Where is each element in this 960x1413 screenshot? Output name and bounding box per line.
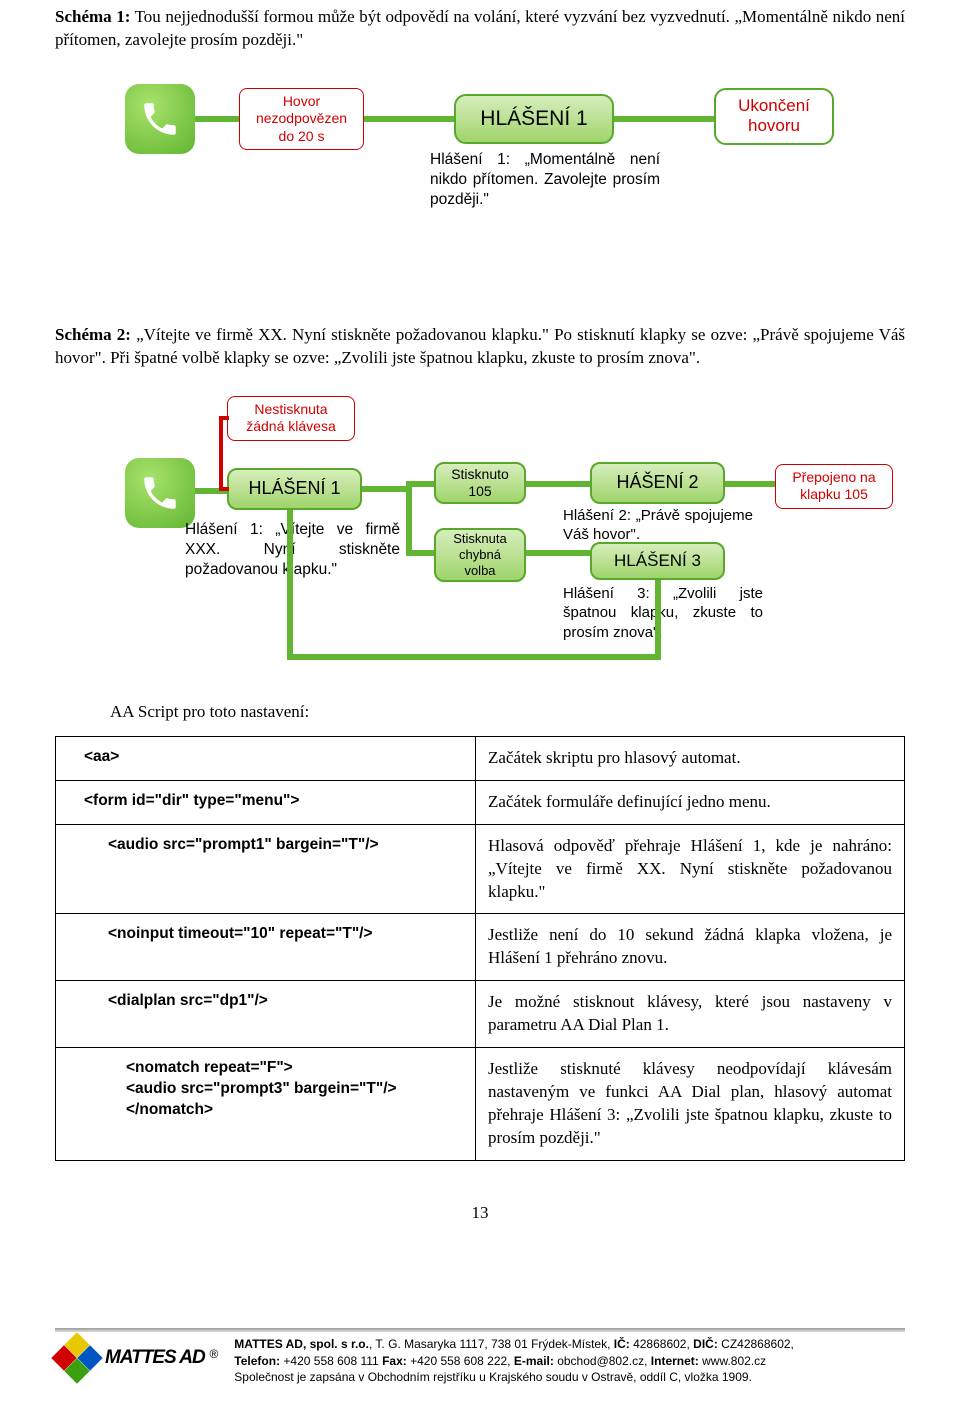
script-table: <aa>Začátek skriptu pro hlasový automat.…	[55, 736, 905, 1161]
registered-mark: ®	[209, 1347, 218, 1361]
connector	[406, 486, 412, 556]
table-row: <dialplan src="dp1"/>Je možné stisknout …	[56, 981, 905, 1048]
schema2-lead: Schéma 2:	[55, 325, 131, 344]
node-hlaseni1: HLÁŠENÍ 1	[454, 94, 614, 144]
schema1-text: Tou nejjednodušší formou může být odpově…	[55, 7, 905, 49]
node-hlaseni1-d2: HLÁŠENÍ 1	[227, 468, 362, 510]
caption-hlaseni1: Hlášení 1: „Momentálně není nikdo přítom…	[430, 150, 660, 210]
page-number: 13	[55, 1203, 905, 1223]
connector	[725, 481, 775, 487]
node-nestisknuta: Nestisknuta žádná klávesa	[227, 396, 355, 441]
code-cell: <aa>	[56, 736, 476, 780]
connector	[364, 116, 454, 122]
node-haseni2: HÁŠENÍ 2	[590, 462, 725, 504]
schema2-text: „Vítejte ve firmě XX. Nyní stiskněte pož…	[55, 325, 905, 367]
desc-cell: Je možné stisknout klávesy, které jsou n…	[476, 981, 905, 1048]
node-stisknuto105: Stisknuto 105	[434, 462, 526, 504]
node-hovor: Hovor nezodpovězen do 20 s	[239, 88, 364, 151]
desc-cell: Jestliže není do 10 sekund žádná klapka …	[476, 914, 905, 981]
table-row: <nomatch repeat="F"> <audio src="prompt3…	[56, 1048, 905, 1161]
caption-haseni2: Hlášení 2: „Právě spojujeme Váš hovor".	[563, 506, 753, 545]
diagram1: Hovor nezodpovězen do 20 s HLÁŠENÍ 1 Uko…	[55, 74, 905, 244]
code-cell: <nomatch repeat="F"> <audio src="prompt3…	[56, 1048, 476, 1161]
footer-rule	[55, 1328, 905, 1332]
schema1-lead: Schéma 1:	[55, 7, 130, 26]
connector	[406, 550, 434, 556]
table-row: <aa>Začátek skriptu pro hlasový automat.	[56, 736, 905, 780]
desc-cell: Začátek skriptu pro hlasový automat.	[476, 736, 905, 780]
node-ukonceni: Ukončení hovoru	[714, 88, 834, 145]
connector	[406, 481, 434, 487]
connector-red	[219, 416, 223, 491]
phone-glyph	[139, 98, 181, 140]
code-cell: <dialplan src="dp1"/>	[56, 981, 476, 1048]
schema1-paragraph: Schéma 1: Tou nejjednodušší formou může …	[55, 6, 905, 52]
table-row: <form id="dir" type="menu">Začátek formu…	[56, 780, 905, 824]
phone-icon	[125, 84, 195, 154]
schema2-paragraph: Schéma 2: „Vítejte ve firmě XX. Nyní sti…	[55, 324, 905, 370]
logo-text: MATTES AD	[105, 1347, 205, 1368]
phone-icon	[125, 458, 195, 528]
desc-cell: Začátek formuláře definující jedno menu.	[476, 780, 905, 824]
footer-logo: MATTES AD ®	[55, 1336, 218, 1380]
connector	[614, 116, 714, 122]
connector	[655, 580, 661, 660]
node-prepojeno: Přepojeno na klapku 105	[775, 464, 893, 509]
desc-cell: Hlasová odpověď přehraje Hlášení 1, kde …	[476, 824, 905, 914]
footer: MATTES AD ® MATTES AD, spol. s r.o., T. …	[55, 1328, 905, 1385]
connector	[362, 486, 412, 492]
connector	[526, 481, 590, 487]
connector	[195, 116, 239, 122]
connector-red	[219, 416, 229, 420]
connector	[526, 550, 590, 556]
node-stisknuta-chybna: Stisknuta chybná volba	[434, 528, 526, 582]
connector	[287, 510, 293, 660]
desc-cell: Jestliže stisknuté klávesy neodpovídají …	[476, 1048, 905, 1161]
connector	[287, 654, 661, 660]
code-cell: <audio src="prompt1" bargein="T"/>	[56, 824, 476, 914]
diagram2: Nestisknuta žádná klávesa HLÁŠENÍ 1 Hláš…	[55, 386, 905, 696]
code-cell: <noinput timeout="10" repeat="T"/>	[56, 914, 476, 981]
footer-text: MATTES AD, spol. s r.o., T. G. Masaryka …	[234, 1336, 905, 1385]
caption-hlaseni3: Hlášení 3: „Zvolili jste špatnou klapku,…	[563, 584, 763, 643]
code-cell: <form id="dir" type="menu">	[56, 780, 476, 824]
logo-diamonds	[55, 1336, 99, 1380]
node-hlaseni3: HLÁŠENÍ 3	[590, 542, 725, 580]
aa-script-label: AA Script pro toto nastavení:	[55, 702, 905, 722]
table-row: <audio src="prompt1" bargein="T"/>Hlasov…	[56, 824, 905, 914]
table-row: <noinput timeout="10" repeat="T"/>Jestli…	[56, 914, 905, 981]
connector-red	[219, 487, 229, 491]
